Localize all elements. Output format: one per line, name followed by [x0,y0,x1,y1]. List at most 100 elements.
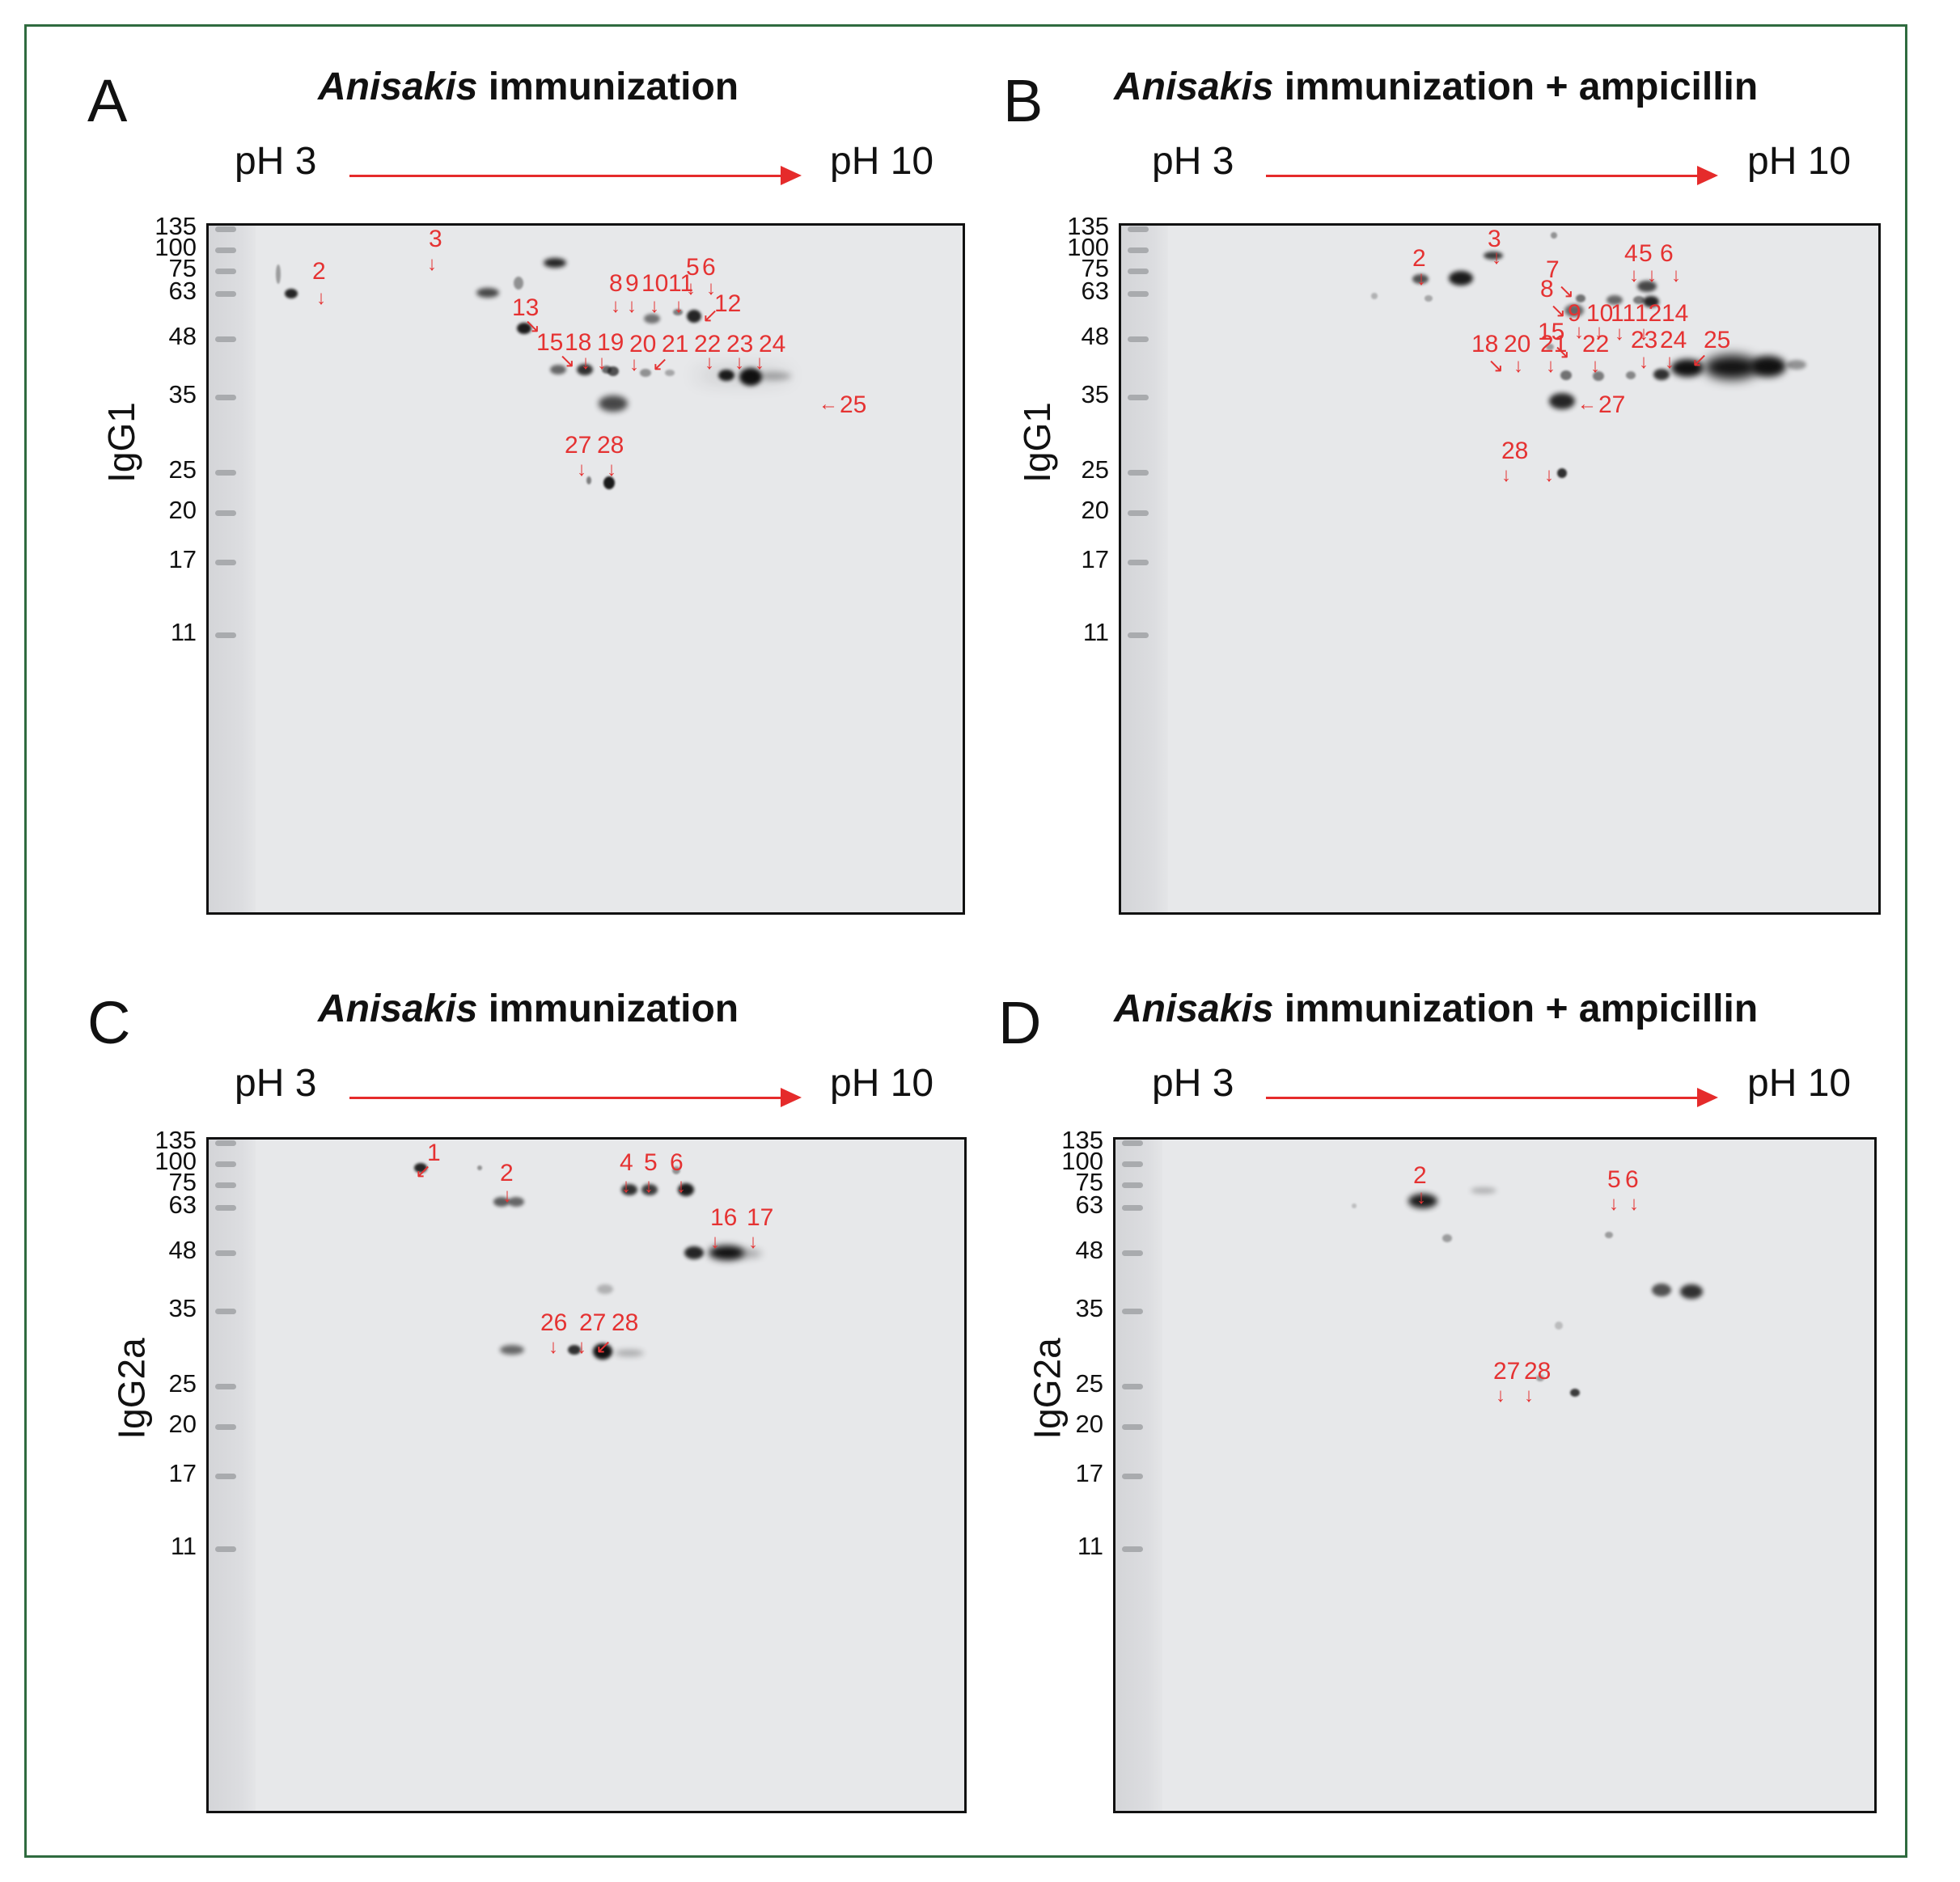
spot-number-label: 27 [1493,1358,1521,1385]
spot-pointer-arrow: ↓ [581,352,591,374]
mw-marker-label: 63 [168,1191,197,1219]
mw-marker-label: 20 [168,1410,197,1438]
ph-end-label: pH 10 [1747,140,1852,183]
spot-number-label: 3 [1488,226,1501,252]
protein-spot [1643,296,1659,307]
spot-number-label: 11 [1611,300,1636,327]
spot-pointer-arrow: ↘ [1488,355,1505,377]
mw-marker-label: 135 [155,212,197,240]
panel-title: Anisakis immunization + ampicillin [1114,987,1758,1031]
spot-number-label: 9 [625,270,639,297]
spot-number-label: 8 [609,270,623,297]
protein-spot [1633,296,1645,304]
spot-number-label: 4 [1624,240,1638,267]
spot-pointer-arrow: ↓ [548,1336,558,1358]
mw-marker-label: 63 [168,277,197,305]
spot-number-label: 24 [1660,327,1687,353]
mw-marker-label: 100 [155,233,197,261]
mw-marker-label: 48 [168,1236,197,1264]
protein-spot [577,364,593,375]
panel-letter: D [998,989,1042,1056]
protein-spot [1607,295,1623,305]
figure-frame [24,24,1907,1858]
protein-spot [508,1197,524,1207]
protein-spot [1671,359,1704,377]
mw-marker-label: 135 [155,1126,197,1154]
marker-lane [1121,226,1168,912]
marker-band [1128,269,1149,274]
protein-spot [665,370,675,376]
mw-marker-label: 75 [1075,1168,1103,1196]
spot-number-label: 12 [714,290,742,317]
spot-pointer-arrow: ↓ [650,295,659,317]
spot-pointer-arrow: ↓ [1639,351,1649,373]
spot-number-label: 28 [612,1309,639,1336]
spot-number-label: 22 [694,331,722,357]
mw-marker-label: 20 [168,496,197,524]
spot-pointer-arrow: ↓ [748,1231,758,1253]
spot-number-label: 28 [1501,438,1529,464]
marker-band [1128,510,1149,516]
marker-band [215,1250,236,1256]
spot-pointer-arrow: ↓ [734,352,744,374]
protein-spot [1549,393,1575,409]
title-condition: immunization [477,66,739,108]
marker-band [215,1474,236,1479]
spot-pointer-arrow: ← [819,393,838,415]
title-condition: immunization [477,988,739,1030]
marker-lane [209,226,256,912]
mw-marker-label: 35 [168,380,197,408]
spot-number-label: 25 [840,391,867,418]
marker-band [215,1140,236,1146]
marker-band [215,395,236,400]
marker-band [1128,291,1149,297]
title-organism: Anisakis [318,66,478,108]
spot-number-label: 6 [1660,240,1674,267]
gel-blot: 2 ↓ 3 ↓ 8 ↓ 9 ↓ 10 ↓ 11 ↓ 5 ↓ 6 ↓ 12 ↙ 13 ↘ 15 ↘ 18 ↓ 19 ↓ 20 ↓ 21 ↙ 2… [206,223,965,915]
protein-spot [1637,281,1657,292]
spot-pointer-arrow: ↓ [1513,355,1523,377]
spot-pointer-arrow: ↓ [1639,323,1649,345]
protein-spot [672,1166,680,1174]
ph-start-label: pH 3 [235,140,317,183]
marker-band [215,1424,236,1430]
protein-spot [414,1163,427,1173]
mw-marker-label: 100 [155,1147,197,1175]
panel-letter: C [87,989,131,1056]
protein-spot [684,1246,704,1259]
spot-pointer-arrow: ↓ [502,1185,512,1207]
marker-band [215,336,236,342]
mw-marker-label: 63 [1081,277,1109,305]
marker-band [1128,560,1149,565]
protein-spot [1564,304,1584,317]
ph-gradient-arrow [1266,1088,1718,1107]
spot-pointer-arrow: ↙ [595,1336,612,1358]
spot-pointer-arrow: ↓ [1496,1385,1505,1406]
marker-band [215,1182,236,1188]
marker-band [215,1546,236,1552]
protein-spot [593,1343,612,1360]
protein-spot [1680,1284,1703,1299]
mw-marker-label: 25 [1075,1369,1103,1398]
panel-title: Anisakis immunization + ampicillin [1114,65,1758,109]
spot-number-label: 1 [427,1140,441,1166]
title-organism: Anisakis [318,988,478,1030]
spot-number-label: 21 [1540,331,1568,357]
spot-pointer-arrow: ↓ [1615,323,1624,345]
spot-pointer-arrow: ↓ [1647,264,1657,286]
marker-band [215,226,236,232]
spot-number-label: 2 [500,1160,514,1186]
marker-band [215,247,236,253]
protein-spot [1557,468,1567,478]
spot-pointer-arrow: ↓ [629,353,639,375]
protein-spot [640,369,651,377]
spot-pointer-arrow: ↙ [702,305,719,327]
mw-marker-label: 11 [1077,1532,1103,1560]
protein-spot [276,264,281,284]
spot-pointer-arrow: ↓ [1501,464,1511,486]
spot-number-label: 5 [644,1149,658,1176]
spot-pointer-arrow: ↘ [1554,341,1571,363]
protein-spot [285,289,298,298]
protein-spot [493,1197,510,1207]
protein-spot [673,309,683,315]
